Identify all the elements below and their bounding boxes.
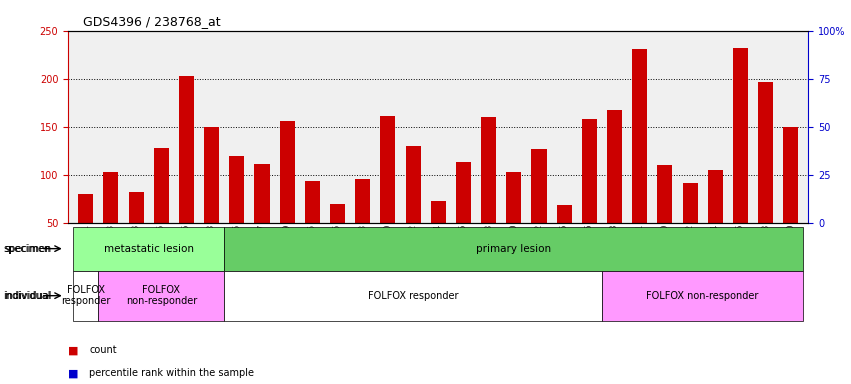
Bar [280, 121, 294, 271]
Text: FOLFOX non-responder: FOLFOX non-responder [647, 291, 759, 301]
Text: specimen: specimen [4, 243, 52, 254]
Bar [179, 76, 194, 271]
Bar [708, 170, 722, 271]
Bar [154, 148, 168, 271]
Bar [380, 116, 396, 271]
Bar [506, 172, 522, 271]
Bar [481, 117, 496, 271]
Bar [355, 179, 370, 271]
Bar [456, 162, 471, 271]
Bar [103, 172, 118, 271]
Bar [657, 165, 672, 271]
Bar [783, 127, 798, 271]
Text: FOLFOX responder: FOLFOX responder [368, 291, 459, 301]
Text: ■: ■ [68, 368, 78, 378]
Bar [607, 111, 622, 271]
Bar [406, 146, 420, 271]
Text: FOLFOX
responder: FOLFOX responder [61, 285, 111, 306]
Text: individual: individual [3, 291, 51, 301]
Text: percentile rank within the sample: percentile rank within the sample [89, 368, 254, 378]
Text: GDS4396 / 238768_at: GDS4396 / 238768_at [83, 15, 220, 28]
Bar [330, 204, 346, 271]
Bar [78, 194, 94, 271]
Text: specimen: specimen [3, 243, 51, 254]
Bar [758, 82, 774, 271]
Text: metastatic lesion: metastatic lesion [104, 243, 194, 254]
Bar [254, 164, 270, 271]
Bar [431, 201, 446, 271]
Bar [632, 49, 648, 271]
Text: ■: ■ [68, 345, 78, 355]
Bar [305, 182, 320, 271]
Text: individual: individual [4, 291, 52, 301]
Text: primary lesion: primary lesion [477, 243, 551, 254]
Text: FOLFOX
non-responder: FOLFOX non-responder [126, 285, 197, 306]
Bar [129, 192, 144, 271]
Text: count: count [89, 345, 117, 355]
Bar [229, 156, 244, 271]
Bar [733, 48, 748, 271]
Bar [557, 205, 572, 271]
Bar [531, 149, 546, 271]
Bar [204, 127, 220, 271]
Bar [683, 184, 698, 271]
Bar [582, 119, 597, 271]
